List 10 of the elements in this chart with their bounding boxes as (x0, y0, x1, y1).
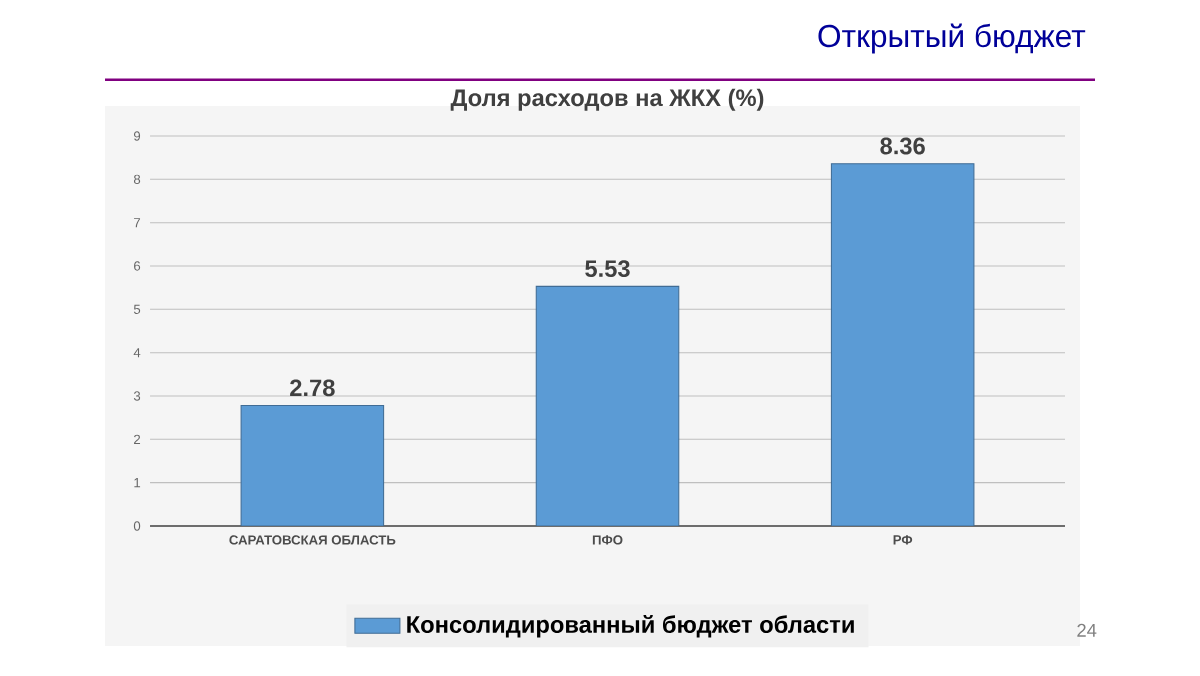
bar (240, 404, 385, 526)
legend-label: Консолидированный бюджет области (407, 615, 854, 638)
text: Открытый бюджет (818, 23, 1086, 54)
chart-title: Доля расходов на ЖКХ (%) (450, 88, 764, 111)
data-label: 8.36 (880, 137, 925, 155)
data-label: 2.78 (290, 379, 335, 397)
data-label: 5.53 (585, 260, 630, 278)
text: 24 (1077, 623, 1097, 637)
bar (535, 285, 680, 526)
bar (830, 163, 975, 526)
